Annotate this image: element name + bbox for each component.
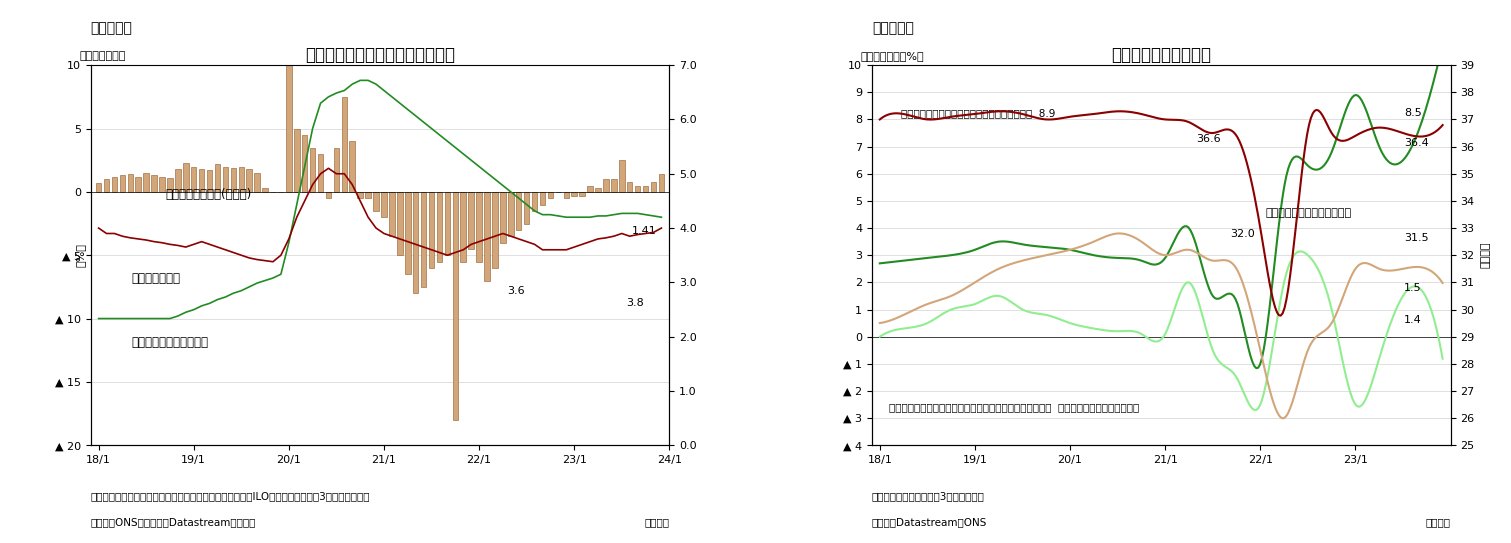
Title: 賃金・労働時間の推移: 賃金・労働時間の推移 xyxy=(1111,46,1212,64)
Text: 週当たり賃金（名目）伸び率: 週当たり賃金（名目）伸び率 xyxy=(1265,209,1351,218)
Bar xyxy=(144,173,150,192)
Bar xyxy=(246,169,252,192)
Bar xyxy=(635,186,641,192)
Bar xyxy=(112,176,118,192)
Bar xyxy=(207,171,213,192)
Text: 36.6: 36.6 xyxy=(1195,134,1221,144)
Bar xyxy=(231,168,236,192)
Bar xyxy=(390,192,394,236)
Bar xyxy=(515,192,521,230)
Bar xyxy=(444,192,450,255)
Bar xyxy=(429,192,434,268)
Bar xyxy=(547,192,553,198)
Bar xyxy=(651,182,656,192)
Bar xyxy=(484,192,490,281)
Text: 31.5: 31.5 xyxy=(1404,233,1429,243)
Text: 8.5: 8.5 xyxy=(1404,108,1422,118)
Text: （前年同期比、%）: （前年同期比、%） xyxy=(860,52,923,61)
Bar xyxy=(610,179,616,192)
Bar xyxy=(310,148,316,192)
Bar xyxy=(254,173,260,192)
Bar xyxy=(642,186,648,192)
Text: 失業保険申請件数(前月差): 失業保険申請件数(前月差) xyxy=(166,188,252,201)
Bar xyxy=(461,192,465,262)
Text: （注）季節調整値、後方3か月移動平均: （注）季節調整値、後方3か月移動平均 xyxy=(872,491,985,501)
Text: 失業率（右軸）: 失業率（右軸） xyxy=(131,272,180,285)
Bar xyxy=(571,192,577,195)
Text: 1.5: 1.5 xyxy=(1404,282,1422,293)
Bar xyxy=(349,141,355,192)
Bar xyxy=(659,174,665,192)
Text: 3.6: 3.6 xyxy=(508,286,524,296)
Bar xyxy=(263,188,267,192)
Text: （月次）: （月次） xyxy=(644,517,669,527)
Text: 32.0: 32.0 xyxy=(1230,229,1256,239)
Bar xyxy=(500,192,506,243)
Bar xyxy=(239,167,245,192)
Text: （図表２）: （図表２） xyxy=(872,21,914,35)
Bar xyxy=(104,179,109,192)
Bar xyxy=(190,167,196,192)
Bar xyxy=(524,192,529,224)
Bar xyxy=(437,192,443,262)
Text: 申請件数の割合（右軸）: 申請件数の割合（右軸） xyxy=(131,336,209,349)
Bar xyxy=(175,169,181,192)
Bar xyxy=(595,188,601,192)
Bar xyxy=(183,163,189,192)
Bar xyxy=(215,164,221,192)
Bar xyxy=(493,192,497,268)
Text: 3.8: 3.8 xyxy=(626,298,644,308)
Bar xyxy=(373,192,379,211)
Bar xyxy=(539,192,545,205)
Text: （件数、万件）: （件数、万件） xyxy=(79,52,125,61)
Bar xyxy=(341,97,348,192)
Text: （図表１）: （図表１） xyxy=(91,21,133,35)
Bar xyxy=(627,182,633,192)
Bar xyxy=(168,178,172,192)
Bar xyxy=(302,135,307,192)
Bar xyxy=(620,160,624,192)
Bar xyxy=(317,154,323,192)
Text: 1.41: 1.41 xyxy=(632,225,656,236)
Bar xyxy=(95,183,101,192)
Bar xyxy=(476,192,482,262)
Bar xyxy=(397,192,402,255)
Bar xyxy=(199,169,204,192)
Bar xyxy=(222,167,228,192)
Bar xyxy=(532,192,538,211)
Bar xyxy=(413,192,419,293)
Bar xyxy=(295,129,299,192)
Bar xyxy=(366,192,370,198)
Bar xyxy=(326,192,331,198)
Text: 1.4: 1.4 xyxy=(1404,315,1422,325)
Bar xyxy=(405,192,411,274)
Text: 36.4: 36.4 xyxy=(1404,138,1429,148)
Bar xyxy=(422,192,426,287)
Bar xyxy=(334,148,338,192)
Bar xyxy=(119,175,125,192)
Bar xyxy=(588,186,592,192)
Text: フルタイム労働者の週当たり労働時間（右軸）  8.9: フルタイム労働者の週当たり労働時間（右軸） 8.9 xyxy=(901,108,1055,118)
Y-axis label: （時間）: （時間） xyxy=(1481,242,1490,268)
Bar xyxy=(358,192,363,198)
Y-axis label: （%）: （%） xyxy=(76,243,85,267)
Text: （資料）ONSのデータをDatastreamより取得: （資料）ONSのデータをDatastreamより取得 xyxy=(91,517,255,527)
Bar xyxy=(381,192,387,217)
Bar xyxy=(151,175,157,192)
Title: 英国の失業保険申請件数、失業率: 英国の失業保険申請件数、失業率 xyxy=(305,46,455,64)
Text: （資料）Datastream、ONS: （資料）Datastream、ONS xyxy=(872,517,987,527)
Bar xyxy=(286,65,292,192)
Bar xyxy=(603,179,609,192)
Bar xyxy=(159,176,165,192)
Bar xyxy=(468,192,474,249)
Bar xyxy=(579,192,585,195)
Bar xyxy=(564,192,570,198)
Text: パートタイムなど含む労働者の週当たり労働時間（右軸）  週当たり賃金（実質）伸び率: パートタイムなど含む労働者の週当たり労働時間（右軸） 週当たり賃金（実質）伸び率 xyxy=(890,402,1139,412)
Bar xyxy=(127,174,133,192)
Bar xyxy=(452,192,458,420)
Bar xyxy=(136,176,141,192)
Bar xyxy=(508,192,514,236)
Text: （月次）: （月次） xyxy=(1425,517,1451,527)
Text: （注）季節調整値、割合＝申請者／（雇用者＋申請者）。ILO基準失業率は後方3か月移動平均。: （注）季節調整値、割合＝申請者／（雇用者＋申請者）。ILO基準失業率は後方3か月… xyxy=(91,491,370,501)
